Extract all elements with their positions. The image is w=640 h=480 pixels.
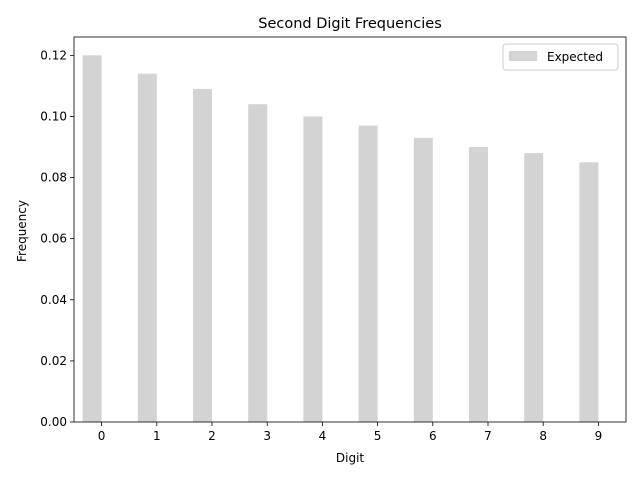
x-tick-label-6: 6	[429, 429, 437, 443]
y-tick-label-0.06: 0.06	[40, 232, 67, 246]
y-tick-label-0.02: 0.02	[40, 354, 67, 368]
y-tick-label-0.10: 0.10	[40, 109, 67, 123]
legend: Expected	[502, 43, 619, 71]
legend-label-expected: Expected	[547, 50, 603, 64]
x-tick-label-9: 9	[595, 429, 603, 443]
bar-7	[469, 147, 488, 422]
chart-title: Second Digit Frequencies	[258, 16, 442, 32]
x-tick-label-4: 4	[319, 429, 327, 443]
x-axis-label: Digit	[336, 451, 365, 465]
x-tick-label-0: 0	[98, 429, 106, 443]
y-axis: 0.00 0.02 0.04 0.06 0.08 0.10 0.12	[40, 48, 74, 429]
bar-0	[82, 55, 102, 422]
legend-swatch-expected	[509, 51, 537, 61]
y-tick-label-0.08: 0.08	[40, 171, 67, 185]
x-tick-label-5: 5	[374, 429, 382, 443]
x-tick-label-1: 1	[153, 429, 161, 443]
plot-frame	[73, 36, 627, 423]
bar-9	[579, 162, 599, 422]
x-axis: 0 1 2 3 4 5 6 7 8 9	[98, 422, 602, 443]
bar-4	[303, 116, 323, 422]
x-tick-label-8: 8	[539, 429, 547, 443]
bar-5	[358, 125, 378, 422]
y-tick-label-0.04: 0.04	[40, 293, 67, 307]
bar-3	[248, 104, 268, 422]
y-tick-label-0.12: 0.12	[40, 48, 67, 62]
bar-1	[137, 73, 157, 423]
x-tick-label-7: 7	[484, 429, 492, 443]
x-tick-label-2: 2	[208, 429, 216, 443]
y-tick-label-0.00: 0.00	[40, 415, 67, 429]
y-axis-label: Frequency	[15, 200, 29, 262]
bar-2	[193, 88, 212, 422]
x-tick-label-3: 3	[263, 429, 271, 443]
bar-6	[413, 137, 433, 423]
bars-group	[82, 55, 599, 423]
bar-8	[524, 153, 544, 422]
legend-box	[502, 43, 619, 71]
